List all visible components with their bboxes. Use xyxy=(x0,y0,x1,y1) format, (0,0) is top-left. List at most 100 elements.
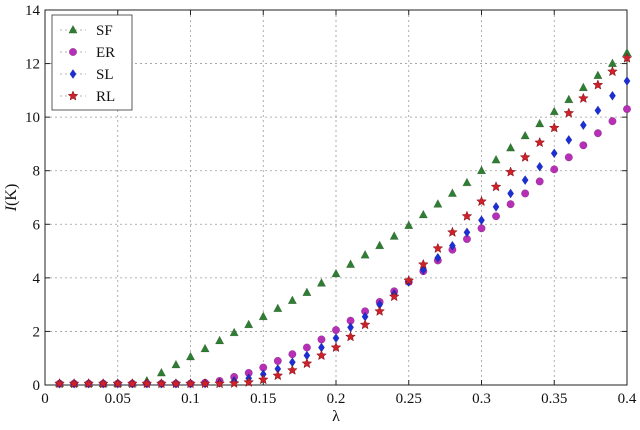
data-point-er xyxy=(608,117,617,126)
data-point-rl xyxy=(359,319,371,330)
series-group xyxy=(54,47,633,389)
data-point-sf xyxy=(564,94,574,104)
data-point-rl xyxy=(476,195,487,207)
data-point-er xyxy=(506,200,515,209)
legend: SF ER SL RL xyxy=(51,14,133,111)
x-tick-label: 0.4 xyxy=(618,391,637,407)
data-point-sl xyxy=(463,227,471,238)
data-point-rl xyxy=(621,52,633,63)
x-tick-label: 0.3 xyxy=(472,391,491,407)
data-point-rl xyxy=(272,369,284,381)
legend-marker-er xyxy=(68,48,77,57)
data-point-er xyxy=(302,343,311,352)
data-point-er xyxy=(288,350,297,359)
data-point-sf xyxy=(258,311,268,321)
axis-ticks xyxy=(44,9,628,386)
data-point-sf xyxy=(447,188,457,197)
series-rl xyxy=(54,52,633,389)
data-point-sl xyxy=(579,120,587,131)
data-point-sf xyxy=(185,351,196,361)
data-point-sl xyxy=(347,322,354,333)
data-point-er xyxy=(317,335,326,344)
data-point-sf xyxy=(418,209,428,219)
legend-item-sf: SF xyxy=(60,23,113,39)
y-tick-label: 8 xyxy=(33,164,41,180)
legend-box xyxy=(51,14,133,111)
x-tick-label: 0.05 xyxy=(105,391,131,407)
data-point-sf xyxy=(506,142,516,152)
data-point-sl xyxy=(448,240,456,251)
legend-marker-sl xyxy=(69,69,77,79)
data-point-rl xyxy=(592,79,604,90)
y-tick-label: 4 xyxy=(33,271,41,287)
data-point-rl xyxy=(199,377,211,389)
data-point-sf xyxy=(287,295,297,304)
data-point-sf xyxy=(229,327,239,337)
data-point-sf xyxy=(244,319,254,329)
axis-tick-labels: 0 0.05 0.1 0.15 0.2 0.25 0.3 0.35 0.4 0 2 4 6 8 10 12 14 xyxy=(25,3,637,407)
data-point-sl xyxy=(478,215,485,226)
data-point-rl xyxy=(490,181,502,192)
x-tick-label: 0 xyxy=(41,391,49,407)
data-point-rl xyxy=(461,210,473,221)
data-point-sf xyxy=(156,367,166,377)
data-point-rl xyxy=(68,377,80,389)
data-point-rl xyxy=(417,258,429,270)
data-point-sf xyxy=(375,240,385,250)
data-point-rl xyxy=(257,373,269,385)
y-axis-label: I(K) xyxy=(3,184,20,213)
data-point-sf xyxy=(433,199,443,208)
series-er xyxy=(55,105,632,388)
data-point-sf xyxy=(171,359,181,369)
data-point-sf xyxy=(549,106,559,116)
data-point-rl xyxy=(432,242,444,253)
data-point-rl xyxy=(112,377,124,389)
legend-label: SL xyxy=(96,67,114,83)
data-point-rl xyxy=(548,122,560,133)
y-tick-label: 0 xyxy=(33,378,41,394)
data-point-rl xyxy=(505,166,516,177)
data-point-sf xyxy=(346,259,356,268)
data-point-er xyxy=(477,224,486,233)
data-point-er xyxy=(579,141,588,150)
data-point-er xyxy=(535,177,544,186)
data-point-rl xyxy=(330,341,342,353)
data-point-rl xyxy=(54,377,65,389)
data-point-sf xyxy=(593,70,603,79)
data-point-sf xyxy=(404,220,414,229)
data-point-rl xyxy=(141,377,153,389)
data-point-sf xyxy=(360,249,370,259)
legend-label: ER xyxy=(96,45,115,61)
data-point-er xyxy=(593,129,602,138)
x-tick-label: 0.1 xyxy=(181,391,200,407)
data-point-sl xyxy=(609,90,616,101)
data-point-sl xyxy=(536,161,544,172)
data-point-rl xyxy=(243,376,255,387)
data-point-rl xyxy=(126,377,138,389)
data-point-sl xyxy=(434,252,442,263)
data-point-rl xyxy=(286,364,298,375)
x-axis-label: λ xyxy=(332,408,340,425)
y-tick-label: 6 xyxy=(33,217,41,233)
data-point-sf xyxy=(535,118,545,128)
data-point-sf xyxy=(520,130,530,140)
data-point-rl xyxy=(577,92,589,103)
x-tick-label: 0.2 xyxy=(327,391,346,407)
legend-marker-rl xyxy=(67,90,79,101)
data-point-sf xyxy=(273,303,283,313)
data-point-sf xyxy=(331,268,341,278)
data-point-rl xyxy=(214,377,225,389)
data-point-rl xyxy=(228,377,240,388)
series-sl xyxy=(56,76,631,389)
y-axis-label-prefix: I xyxy=(3,205,20,212)
data-point-rl xyxy=(374,305,386,316)
data-point-sf xyxy=(200,343,210,353)
y-axis-label-suffix: (K) xyxy=(3,184,20,206)
data-point-sl xyxy=(623,76,631,86)
data-point-sf xyxy=(302,287,312,296)
data-point-sl xyxy=(550,148,558,159)
y-tick-label: 10 xyxy=(25,110,40,126)
y-tick-label: 14 xyxy=(25,3,41,19)
data-point-rl xyxy=(301,357,313,369)
